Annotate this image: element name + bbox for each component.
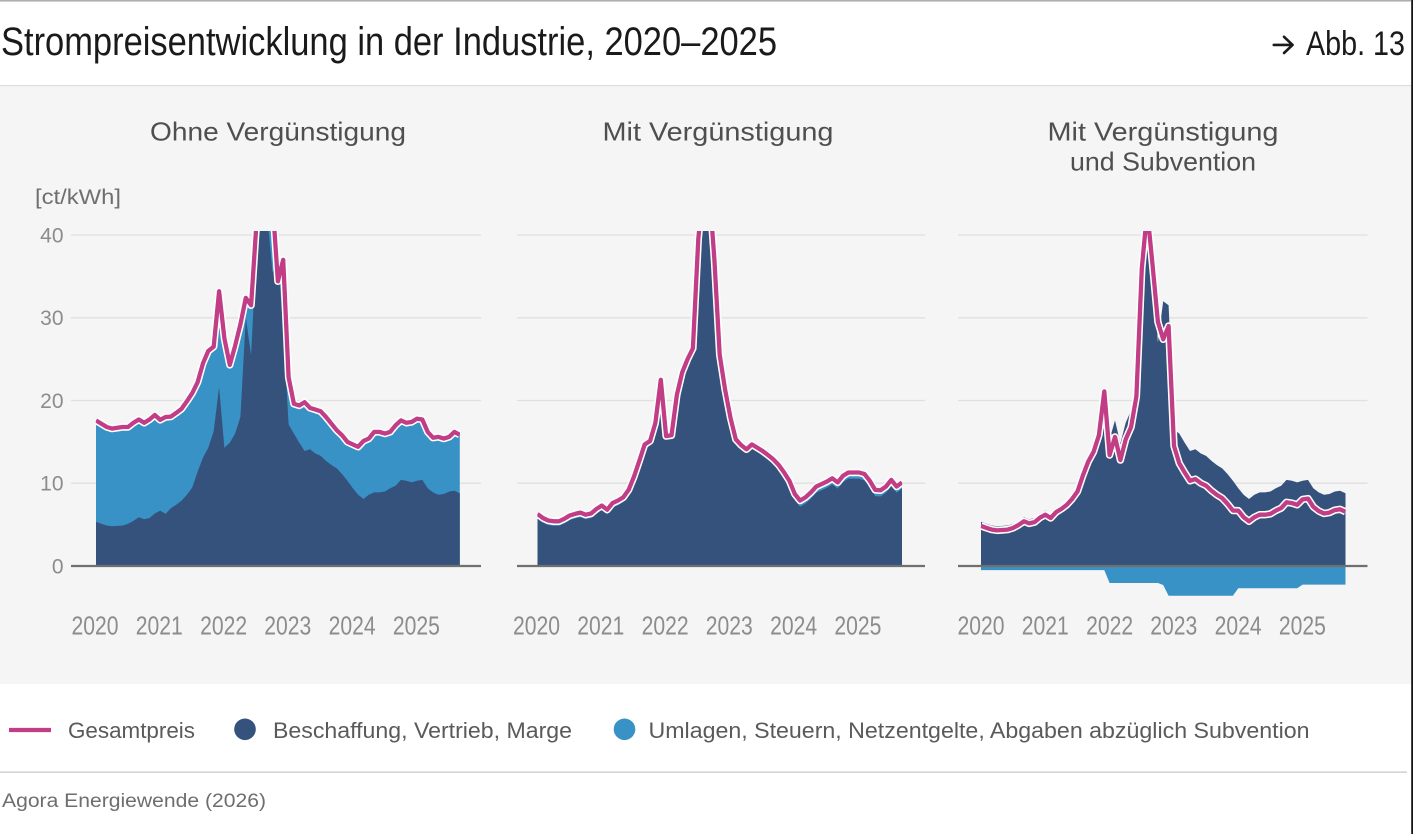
svg-text:2023: 2023 (706, 611, 753, 641)
svg-text:2025: 2025 (1279, 611, 1326, 641)
svg-text:2022: 2022 (200, 611, 247, 641)
svg-text:2021: 2021 (577, 611, 624, 641)
svg-text:2024: 2024 (1215, 611, 1262, 641)
svg-text:2023: 2023 (1150, 611, 1197, 641)
svg-text:Beschaffung, Vertrieb, Marge: Beschaffung, Vertrieb, Marge (273, 718, 572, 743)
svg-text:30: 30 (40, 307, 63, 330)
svg-text:40: 40 (40, 224, 63, 247)
svg-text:Abb. 13: Abb. 13 (1306, 25, 1405, 63)
svg-text:2025: 2025 (393, 611, 440, 641)
svg-text:Mit Vergünstigung: Mit Vergünstigung (1048, 117, 1279, 147)
svg-text:[ct/kWh]: [ct/kWh] (35, 186, 121, 209)
svg-text:2025: 2025 (834, 611, 881, 641)
svg-text:Strompreisentwicklung in der I: Strompreisentwicklung in der Industrie, … (1, 20, 777, 64)
svg-text:2020: 2020 (72, 611, 119, 641)
svg-text:2022: 2022 (642, 611, 689, 641)
svg-text:Mit Vergünstigung: Mit Vergünstigung (603, 117, 834, 147)
svg-text:2024: 2024 (329, 611, 376, 641)
svg-text:und Subvention: und Subvention (1070, 147, 1256, 177)
svg-text:2020: 2020 (958, 611, 1005, 641)
svg-text:Agora Energiewende (2026): Agora Energiewende (2026) (2, 791, 266, 812)
svg-text:2021: 2021 (136, 611, 183, 641)
svg-text:2022: 2022 (1086, 611, 1133, 641)
svg-text:0: 0 (52, 556, 64, 579)
svg-text:10: 10 (40, 473, 63, 496)
svg-text:2020: 2020 (513, 611, 560, 641)
svg-text:2024: 2024 (770, 611, 817, 641)
svg-text:Ohne Vergünstigung: Ohne Vergünstigung (150, 117, 406, 147)
svg-text:2021: 2021 (1022, 611, 1069, 641)
svg-text:20: 20 (40, 390, 63, 413)
svg-text:Gesamtpreis: Gesamtpreis (68, 718, 195, 743)
svg-text:Umlagen, Steuern, Netzentgelte: Umlagen, Steuern, Netzentgelte, Abgaben … (649, 718, 1310, 743)
svg-text:2023: 2023 (264, 611, 311, 641)
